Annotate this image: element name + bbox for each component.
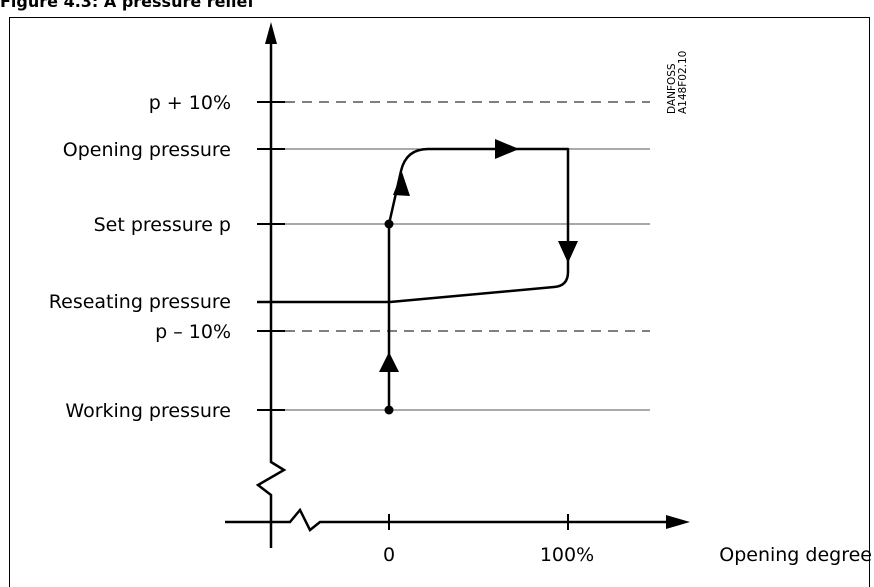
x-axis-line bbox=[225, 507, 668, 532]
x-axis: 0 100% Opening degree bbox=[225, 507, 872, 566]
arrow-up-lower bbox=[379, 352, 399, 372]
x-axis-title: Opening degree bbox=[719, 544, 872, 566]
x-tick-label-100: 100% bbox=[540, 544, 594, 566]
x-tick-label-0: 0 bbox=[383, 544, 395, 566]
hysteresis-curve bbox=[257, 139, 578, 415]
watermark-line-1: DANFOSS bbox=[666, 63, 678, 114]
brand-watermark: DANFOSS A148F02.10 bbox=[666, 51, 689, 114]
y-label-working: Working pressure bbox=[65, 400, 231, 422]
y-label-p-minus-10: p – 10% bbox=[155, 321, 231, 343]
arrow-up-upper bbox=[393, 172, 410, 196]
opening-loop-path bbox=[387, 147, 570, 304]
y-axis-line bbox=[255, 40, 287, 548]
y-labels: p + 10% Opening pressure Set pressure p … bbox=[49, 92, 231, 422]
y-label-opening: Opening pressure bbox=[63, 139, 231, 161]
watermark-line-2: A148F02.10 bbox=[677, 51, 689, 114]
y-axis bbox=[255, 22, 287, 548]
x-axis-arrowhead bbox=[666, 515, 690, 529]
y-label-reseating: Reseating pressure bbox=[49, 291, 231, 313]
y-label-p-plus-10: p + 10% bbox=[149, 92, 231, 114]
y-ticks bbox=[257, 101, 285, 411]
working-point bbox=[384, 405, 394, 415]
figure-frame bbox=[9, 17, 870, 587]
y-axis-arrowhead bbox=[265, 22, 277, 44]
set-point bbox=[384, 219, 394, 229]
figure-title: Figure 4.3: A pressure relief bbox=[0, 0, 255, 11]
arrow-down-right bbox=[558, 241, 578, 263]
y-label-set: Set pressure p bbox=[94, 214, 231, 236]
arrow-right-top bbox=[495, 139, 519, 159]
